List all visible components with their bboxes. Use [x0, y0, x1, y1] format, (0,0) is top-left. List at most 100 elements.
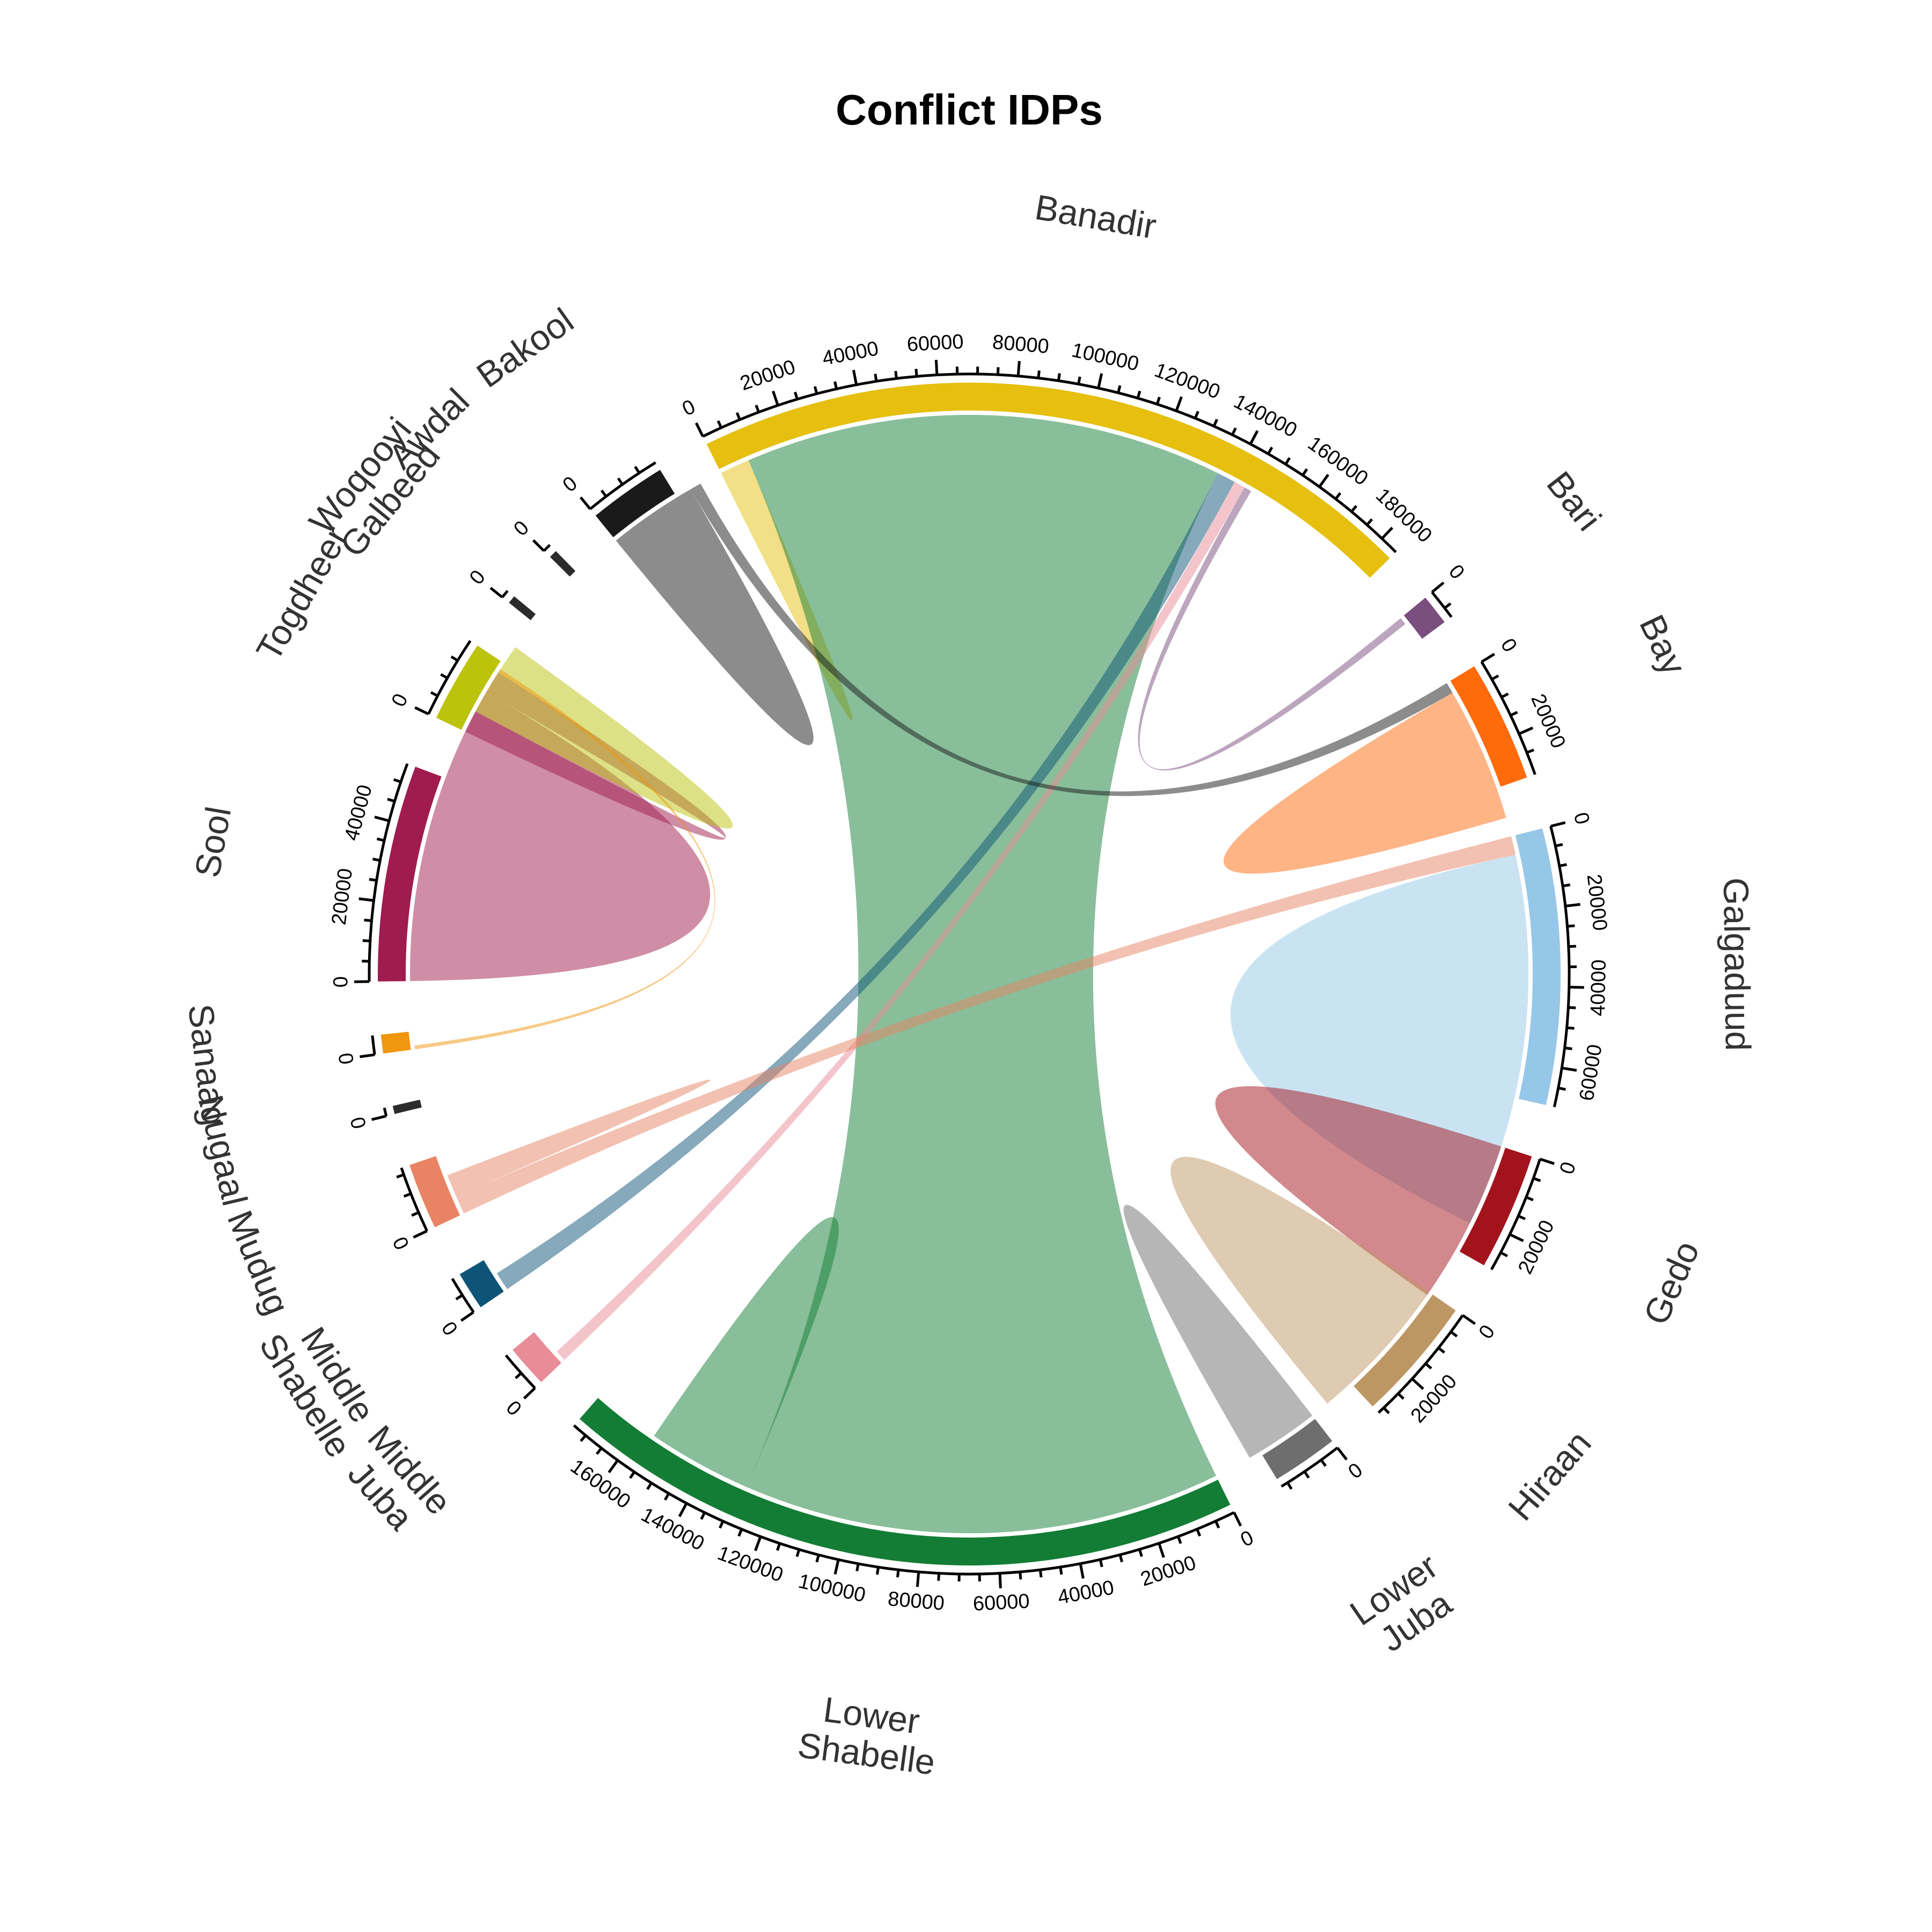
tick-galgaduud [1550, 821, 1566, 828]
tick-lower-shabelle [663, 1492, 670, 1501]
tick-label-nugaal: 0 [345, 1115, 370, 1131]
tick-galgaduud [1564, 1046, 1572, 1050]
axis-line-banadir [702, 372, 1397, 553]
axis-line-woqooyi-galbeed [501, 590, 509, 598]
tick-togdheer [450, 655, 459, 662]
tick-sool [387, 797, 396, 803]
axis-line-awdal [543, 544, 551, 552]
tick-label-lower-shabelle: 120000 [714, 1542, 786, 1586]
sector-track-galgaduud [1515, 828, 1561, 1106]
chord-lower-shabelle-to-lower-shabelle [654, 1217, 839, 1487]
tick-bay [1526, 748, 1534, 754]
sector-label-bari: Bari [1539, 464, 1609, 538]
axis-line-togdheer [427, 640, 472, 715]
axis-line-lower-juba [1280, 1446, 1338, 1488]
tick-lower-shabelle [896, 1569, 900, 1578]
tick-label-sool: 20000 [328, 867, 357, 926]
sector-track-mudug [409, 1156, 460, 1227]
tick-label-lower-juba: 0 [1344, 1459, 1367, 1483]
tick-label-galgaduud: 20000 [1583, 873, 1612, 932]
tick-gedo [1509, 1233, 1524, 1242]
tick-label-sool: 40000 [340, 782, 377, 843]
tick-middle-juba [523, 1387, 536, 1400]
tick-galgaduud [1568, 1006, 1576, 1009]
tick-togdheer [414, 706, 429, 715]
tick-lower-shabelle [916, 1571, 920, 1587]
sector-label-sool: Sool [187, 803, 239, 880]
axis-line-lower-shabelle [573, 1424, 1235, 1576]
tick-banadir [1249, 430, 1259, 445]
sector-track-middle-juba [513, 1332, 562, 1382]
sector-label-galgaduud: Galgaduud [1716, 877, 1758, 1051]
tick-banadir [1318, 473, 1329, 488]
tick-label-woqooyi-galbeed: 0 [465, 566, 490, 589]
tick-mudug [411, 1211, 420, 1217]
tick-lower-shabelle [678, 1502, 688, 1517]
tick-banadir [934, 360, 939, 375]
tick-label-gedo: 0 [1556, 1159, 1580, 1177]
tick-lower-shabelle [754, 1536, 762, 1552]
chart-title: Conflict IDPs [836, 86, 1103, 134]
tick-lower-juba [1320, 1459, 1327, 1467]
tick-lower-shabelle [1176, 1536, 1182, 1545]
sector-label-lower-juba: LowerJuba [1343, 1546, 1467, 1665]
tick-label-banadir: 120000 [1151, 359, 1223, 404]
tick-label-banadir: 80000 [992, 331, 1050, 358]
sector-track-bari [1403, 597, 1445, 639]
tick-label-galgaduud: 0 [1569, 810, 1594, 827]
tick-mudug [396, 1173, 405, 1179]
tick-lower-shabelle [776, 1542, 781, 1551]
tick-bay [1501, 692, 1509, 699]
tick-label-bay: 20000 [1526, 691, 1570, 752]
tick-banadir [1301, 468, 1308, 476]
tick-galgaduud [1558, 1086, 1566, 1091]
tick-lower-shabelle [1059, 1567, 1063, 1575]
tick-middle-shabelle [460, 1311, 474, 1322]
tick-banadir [1117, 385, 1122, 393]
tick-label-banadir: 60000 [906, 331, 964, 356]
tick-label-lower-shabelle: 40000 [1056, 1576, 1116, 1609]
tick-mudug [403, 1192, 412, 1198]
tick-togdheer [440, 673, 448, 679]
tick-lower-shabelle [1079, 1563, 1085, 1579]
tick-label-awdal: 0 [509, 517, 533, 541]
tick-label-sanaag: 0 [333, 1051, 357, 1066]
tick-banadir [1350, 505, 1358, 513]
tick-lower-shabelle [1196, 1528, 1202, 1537]
tick-banadir [833, 381, 838, 390]
tick-banadir [755, 405, 760, 413]
chord-mudug-to-mudug [447, 1079, 711, 1197]
axis-line-sool [368, 763, 409, 982]
tick-bakool [580, 496, 591, 510]
tick-label-bakool: 0 [559, 472, 582, 497]
sector-track-lower-juba [1262, 1419, 1333, 1480]
tick-bakool [617, 477, 624, 486]
tick-gedo [1518, 1214, 1526, 1220]
tick-galgaduud [1565, 903, 1580, 908]
tick-galgaduud [1562, 883, 1571, 888]
sector-label-gedo: Gedo [1636, 1235, 1707, 1330]
tick-lower-shabelle [629, 1471, 636, 1479]
tick-lower-shabelle [815, 1554, 820, 1563]
tick-bay [1510, 711, 1518, 717]
tick-mudug [413, 1230, 428, 1239]
tick-label-gedo: 20000 [1514, 1217, 1559, 1277]
tick-lower-shabelle [1099, 1559, 1103, 1568]
tick-banadir [1077, 376, 1081, 385]
tick-woqooyi-galbeed [489, 587, 503, 598]
tick-banadir [1175, 396, 1183, 412]
tick-hiraan [1450, 1330, 1458, 1337]
tick-label-banadir: 0 [679, 396, 699, 421]
tick-lower-shabelle [608, 1459, 619, 1474]
sector-track-gedo [1459, 1147, 1532, 1265]
tick-hiraan [1424, 1362, 1432, 1370]
tick-lower-shabelle [1158, 1542, 1165, 1558]
sector-tracks [378, 383, 1561, 1565]
tick-lower-juba [1303, 1470, 1310, 1479]
tick-banadir [1097, 373, 1103, 389]
tick-label-lower-shabelle: 80000 [887, 1587, 946, 1615]
tick-gedo [1525, 1196, 1534, 1202]
tick-nugaal [371, 1115, 387, 1121]
tick-banadir [1155, 397, 1161, 405]
